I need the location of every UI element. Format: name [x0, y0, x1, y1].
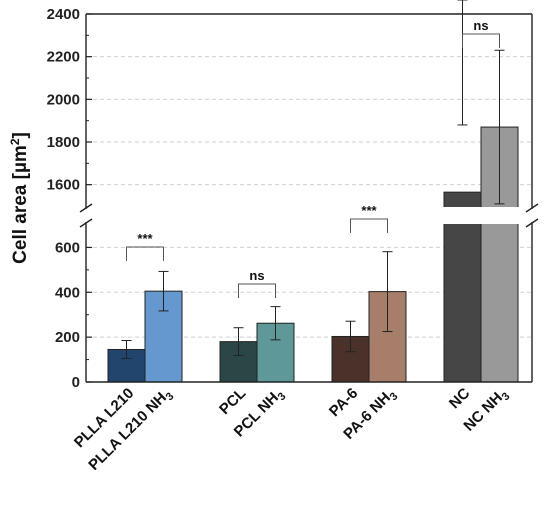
significance-bracket	[126, 246, 164, 261]
y-tick-label: 2200	[47, 49, 80, 66]
category-label: NC	[446, 385, 473, 412]
break-mark	[525, 203, 539, 213]
significance-label: ns	[249, 268, 264, 283]
significance-label: ns	[473, 18, 488, 33]
break-mark	[525, 218, 539, 228]
significance-label: ***	[137, 231, 153, 246]
y-tick-label: 1600	[47, 177, 80, 194]
significance-label: ***	[361, 203, 377, 218]
category-label: PCL	[216, 385, 249, 418]
y-tick-label: 400	[55, 284, 80, 301]
axis-break-band	[80, 207, 538, 224]
y-tick-label: 2400	[47, 6, 80, 23]
y-tick-label: 1800	[47, 134, 80, 151]
break-mark	[79, 203, 93, 213]
y-tick-label: 200	[55, 329, 80, 346]
y-tick-label: 0	[72, 374, 80, 391]
y-tick-label: 600	[55, 239, 80, 256]
break-mark	[79, 218, 93, 228]
y-axis-title: Cell area [µm2]	[8, 132, 31, 264]
significance-bracket	[238, 283, 276, 298]
y-tick-label: 2000	[47, 91, 80, 108]
significance-bracket	[462, 33, 500, 48]
significance-bracket	[350, 218, 388, 233]
